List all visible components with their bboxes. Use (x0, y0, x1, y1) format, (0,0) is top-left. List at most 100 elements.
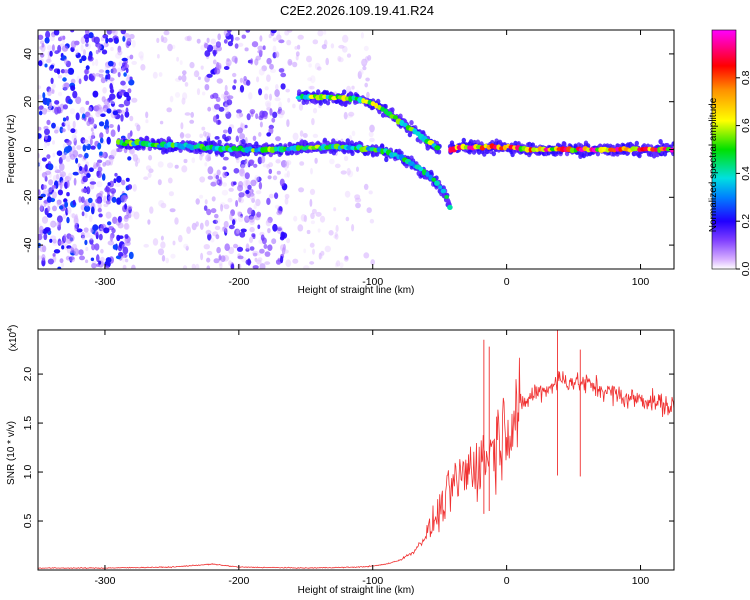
noise-cell (92, 90, 99, 98)
noise-cell (38, 255, 42, 260)
noise-cell (214, 225, 221, 231)
band-halo (325, 100, 331, 106)
noise-cell (280, 244, 285, 252)
noise-cell (272, 37, 277, 42)
noise-cell (121, 179, 126, 186)
band-halo (316, 89, 321, 95)
noise-cell (200, 44, 206, 51)
noise-cell (269, 108, 273, 116)
noise-cell (218, 106, 225, 112)
noise-cell (47, 163, 54, 171)
noise-cell (55, 173, 60, 180)
noise-cell (167, 177, 173, 184)
noise-cell (239, 231, 246, 238)
colorbar-ticks: 0.0 0.2 0.4 0.6 0.8 (736, 70, 750, 276)
noise-cell (100, 77, 106, 84)
noise-cell (105, 257, 112, 263)
noise-cell (103, 99, 110, 106)
figure-title: C2E2.2026.109.19.41.R24 (280, 3, 434, 18)
noise-cell (122, 264, 127, 269)
noise-cell (346, 53, 352, 58)
noise-cell (152, 238, 159, 246)
snr-panel: -300 -200 -100 0 100 0.5 1.0 1.5 2.0 Height of … (6, 325, 675, 596)
noise-cell (240, 164, 246, 169)
noise-cell (63, 233, 67, 242)
noise-cell (65, 155, 71, 162)
noise-cell (210, 237, 215, 243)
noise-cell (162, 36, 168, 44)
x-tick-label: 100 (632, 575, 650, 587)
noise-cell (245, 30, 251, 33)
noise-cell (117, 124, 121, 133)
noise-cell (342, 34, 349, 43)
noise-cell (274, 192, 279, 199)
noise-cell (111, 196, 117, 203)
noise-cell (166, 107, 172, 113)
noise-cell (235, 135, 239, 143)
noise-cell (215, 62, 222, 69)
noise-cell (363, 183, 369, 190)
noise-cell (281, 247, 286, 255)
noise-cell (268, 193, 274, 199)
noise-cell (292, 258, 299, 264)
noise-cell (205, 154, 211, 162)
noise-cell (257, 224, 261, 230)
noise-cell (72, 90, 78, 99)
noise-cell (89, 238, 94, 245)
noise-cell (244, 124, 248, 129)
noise-cell (65, 115, 69, 121)
noise-cell (44, 128, 50, 135)
noise-cell (66, 140, 72, 146)
noise-cell (38, 60, 43, 67)
noise-cell (108, 77, 115, 82)
noise-cell (267, 244, 273, 251)
noise-cell (199, 194, 204, 199)
noise-cell (85, 65, 90, 70)
noise-cell (93, 36, 100, 44)
noise-cell (222, 166, 227, 171)
noise-cell (225, 111, 232, 119)
noise-cell (224, 227, 228, 234)
noise-cell (72, 199, 76, 206)
noise-cell (223, 156, 229, 161)
snr-frame (37, 329, 675, 571)
noise-cell (38, 94, 42, 100)
noise-cell (204, 50, 211, 57)
noise-cell (161, 254, 166, 262)
noise-cell (74, 223, 78, 232)
noise-cell (338, 57, 344, 63)
noise-cell (97, 202, 102, 209)
snr-y-label: SNR (10 * v/v) (6, 421, 17, 485)
band-halo (475, 139, 481, 145)
band-halo (491, 151, 496, 157)
noise-cell (204, 84, 210, 91)
noise-cell (44, 170, 52, 175)
noise-cell (101, 173, 106, 181)
noise-cell (79, 166, 83, 171)
noise-cell (237, 127, 244, 134)
noise-cell (62, 213, 67, 220)
noise-cell (347, 170, 354, 178)
noise-cell (93, 124, 97, 129)
noise-cell (62, 82, 69, 91)
noise-cell (215, 217, 221, 224)
noise-cell (222, 134, 227, 140)
noise-cell (276, 226, 283, 234)
noise-cell (343, 155, 349, 162)
noise-cell (92, 123, 96, 127)
noise-cell (104, 186, 111, 193)
colorbar-tick-label: 0.6 (740, 118, 750, 133)
noise-cell (116, 175, 122, 183)
noise-cell (250, 179, 257, 187)
noise-cell (88, 32, 94, 39)
noise-cell (360, 59, 368, 65)
noise-cell (261, 237, 267, 245)
noise-cell (59, 171, 66, 178)
noise-cell (357, 71, 362, 79)
noise-cell (38, 133, 42, 139)
noise-cell (182, 265, 188, 269)
band-core (447, 204, 453, 210)
colorbar: 0.0 0.2 0.4 0.6 0.8 Normalized spectral ampl… (708, 29, 750, 276)
noise-cell (369, 137, 375, 143)
noise-cell (299, 130, 304, 137)
